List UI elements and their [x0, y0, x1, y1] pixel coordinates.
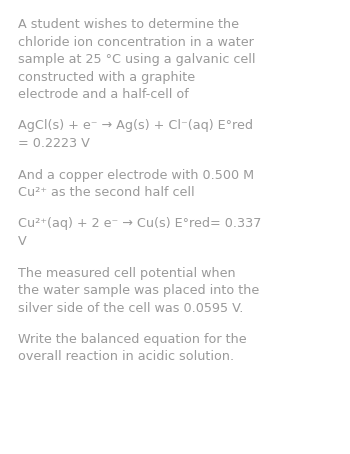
Text: And a copper electrode with 0.500 M: And a copper electrode with 0.500 M: [18, 168, 254, 182]
Text: V: V: [18, 235, 27, 248]
Text: Cu²⁺ as the second half cell: Cu²⁺ as the second half cell: [18, 186, 195, 199]
Text: the water sample was placed into the: the water sample was placed into the: [18, 284, 259, 297]
Text: Cu²⁺(aq) + 2 e⁻ → Cu(s) E°red= 0.337: Cu²⁺(aq) + 2 e⁻ → Cu(s) E°red= 0.337: [18, 217, 261, 231]
Text: electrode and a half-cell of: electrode and a half-cell of: [18, 88, 189, 101]
Text: = 0.2223 V: = 0.2223 V: [18, 137, 90, 150]
Text: AgCl(s) + e⁻ → Ag(s) + Cl⁻(aq) E°red: AgCl(s) + e⁻ → Ag(s) + Cl⁻(aq) E°red: [18, 119, 253, 133]
Text: constructed with a graphite: constructed with a graphite: [18, 70, 195, 84]
Text: Write the balanced equation for the: Write the balanced equation for the: [18, 333, 247, 346]
Text: overall reaction in acidic solution.: overall reaction in acidic solution.: [18, 350, 234, 364]
Text: A student wishes to determine the: A student wishes to determine the: [18, 18, 239, 31]
Text: sample at 25 °C using a galvanic cell: sample at 25 °C using a galvanic cell: [18, 53, 255, 66]
Text: silver side of the cell was 0.0595 V.: silver side of the cell was 0.0595 V.: [18, 301, 243, 315]
Text: chloride ion concentration in a water: chloride ion concentration in a water: [18, 35, 254, 49]
Text: The measured cell potential when: The measured cell potential when: [18, 266, 236, 280]
